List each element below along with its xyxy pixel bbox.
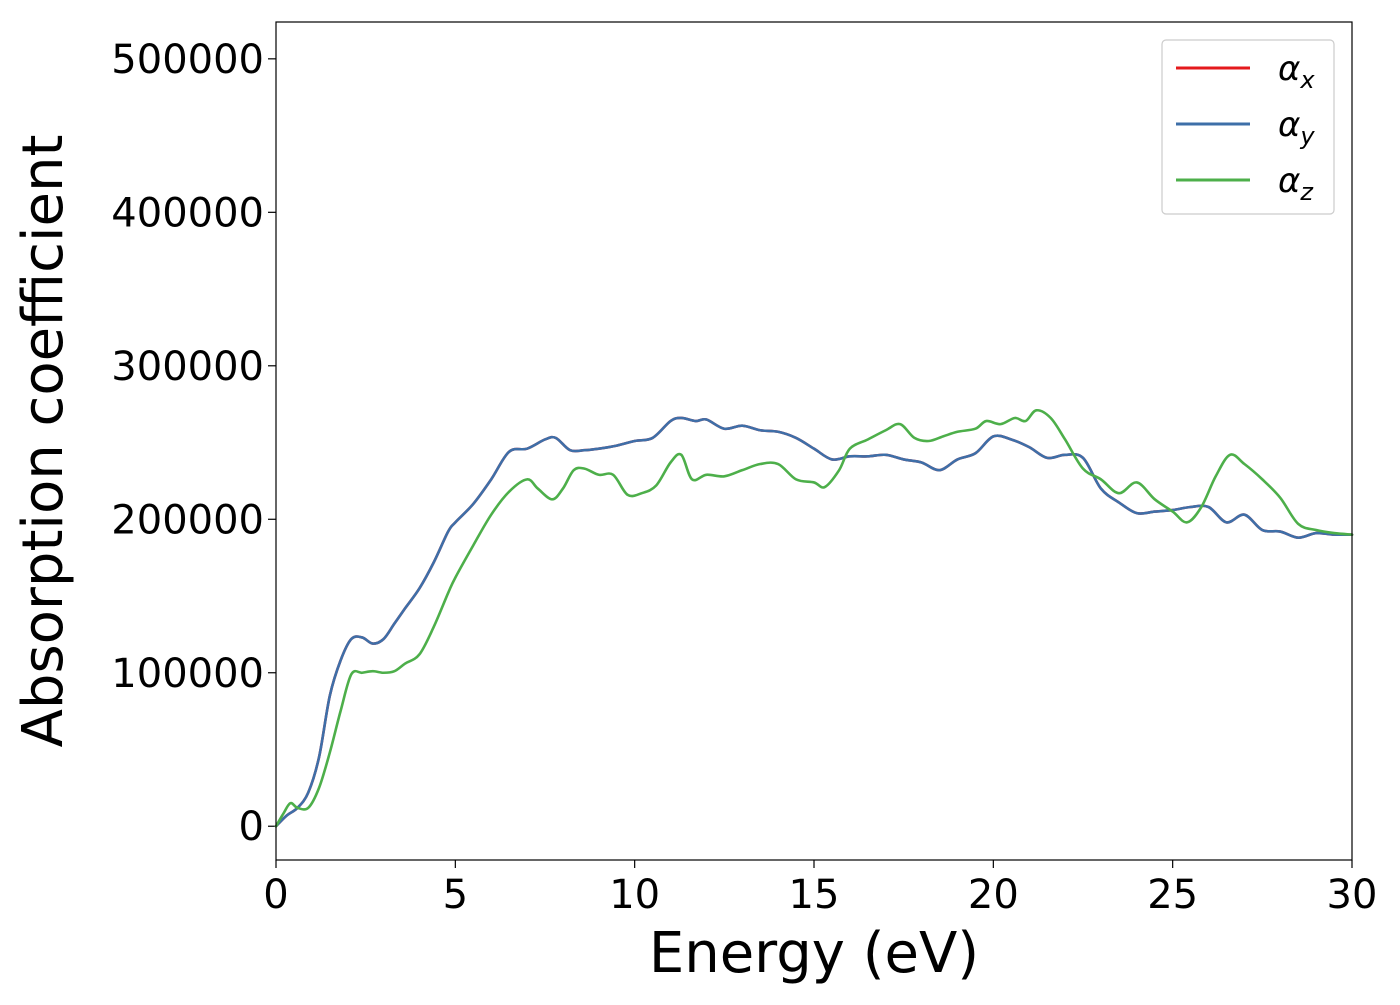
y-tick-label: 200000 — [111, 497, 264, 543]
legend-label-subscript: z — [1299, 178, 1314, 206]
x-tick-label: 15 — [789, 872, 840, 918]
legend-label-symbol: α — [1278, 49, 1300, 89]
y-axis-ticks: 0 100000 200000 300000 400000 500000 — [111, 37, 276, 850]
y-tick-label: 0 — [239, 804, 264, 850]
x-axis-title: Energy (eV) — [649, 921, 979, 986]
legend-label-subscript: y — [1299, 122, 1315, 150]
series-line-y — [274, 416, 1354, 828]
legend-frame — [1161, 39, 1335, 215]
x-tick-label: 5 — [443, 872, 468, 918]
legend-label-y: αy — [1278, 105, 1315, 150]
plot-frame — [275, 21, 1353, 861]
legend-label-z: αz — [1278, 161, 1314, 206]
x-tick-label: 25 — [1147, 872, 1198, 918]
legend-label-subscript: x — [1299, 66, 1315, 94]
series-layer — [274, 408, 1354, 828]
x-axis-ticks: 0 5 10 15 20 25 30 — [263, 860, 1377, 918]
legend-label-symbol: α — [1278, 105, 1300, 145]
x-tick-label: 20 — [968, 872, 1019, 918]
series-line-z — [274, 408, 1354, 828]
y-tick-label: 100000 — [111, 651, 264, 697]
legend-label-symbol: α — [1278, 161, 1300, 201]
y-tick-label: 400000 — [111, 190, 264, 236]
y-tick-label: 300000 — [111, 344, 264, 390]
x-tick-label: 10 — [609, 872, 660, 918]
x-tick-label: 30 — [1327, 872, 1378, 918]
y-axis-title: Absorption coefficient — [11, 135, 76, 748]
y-tick-label: 500000 — [111, 37, 264, 83]
x-tick-label: 0 — [263, 872, 288, 918]
legend-label-x: αx — [1278, 49, 1315, 94]
